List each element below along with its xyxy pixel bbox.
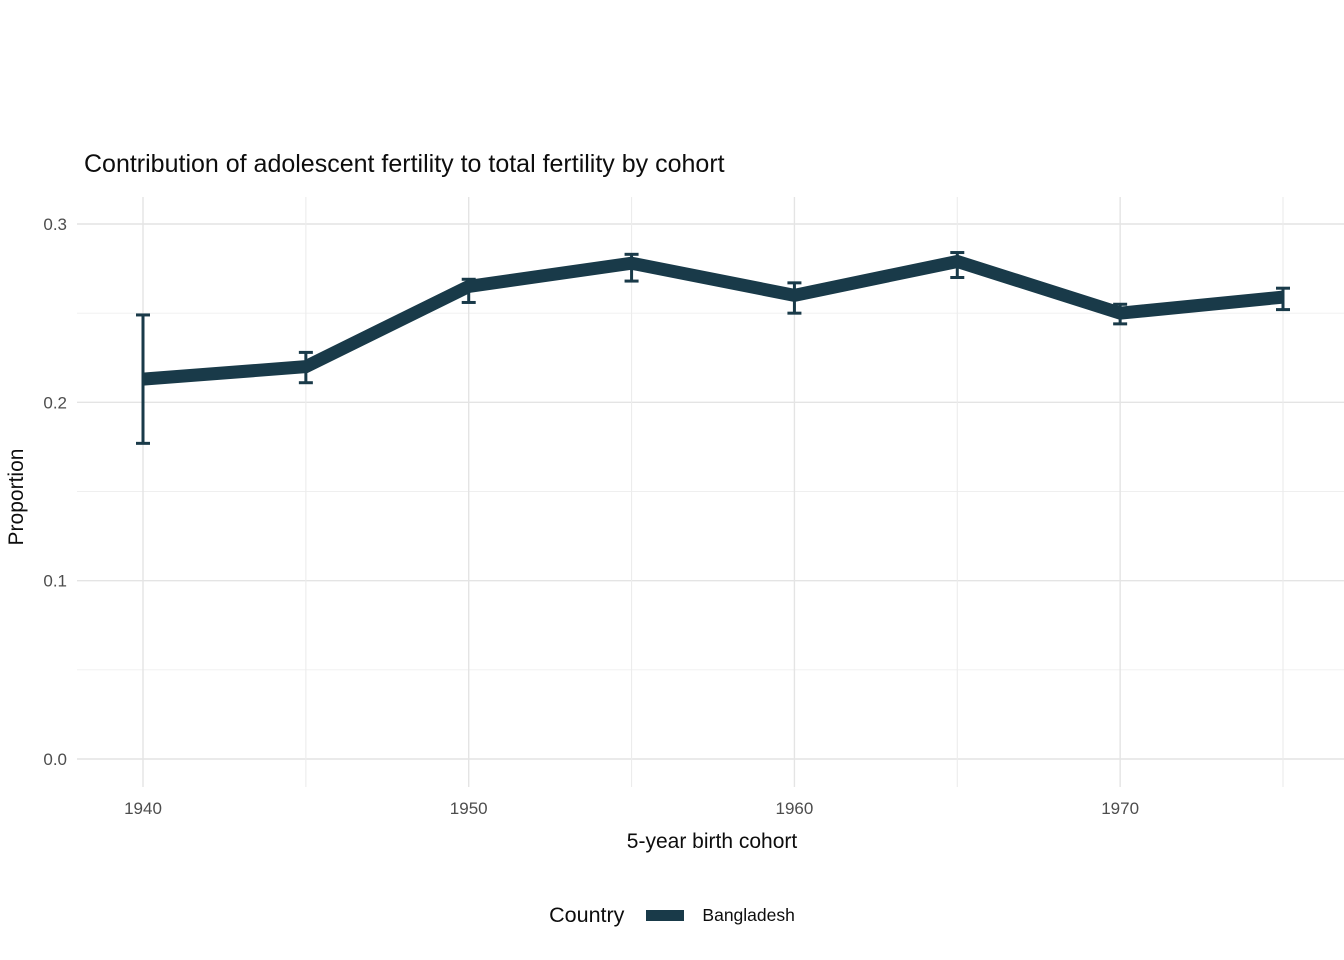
x-tick-label: 1970: [1101, 799, 1139, 818]
y-tick-label: 0.2: [43, 393, 67, 412]
x-axis-title: 5-year birth cohort: [626, 830, 798, 853]
y-axis-title: Proportion: [5, 448, 28, 546]
series-line-bangladesh: [142, 254, 1284, 386]
chart-title: Contribution of adolescent fertility to …: [84, 150, 725, 178]
y-tick-label: 0.3: [43, 215, 67, 234]
x-tick-label: 1950: [450, 799, 488, 818]
legend: Country Bangladesh: [0, 903, 1344, 928]
legend-label: Bangladesh: [702, 905, 795, 925]
legend-swatch-line: [646, 910, 685, 921]
x-tick-label: 1960: [776, 799, 814, 818]
y-tick-label: 0.0: [43, 750, 67, 769]
x-tick-label: 1940: [124, 799, 162, 818]
y-tick-label: 0.1: [43, 572, 67, 591]
legend-title: Country: [549, 903, 625, 927]
